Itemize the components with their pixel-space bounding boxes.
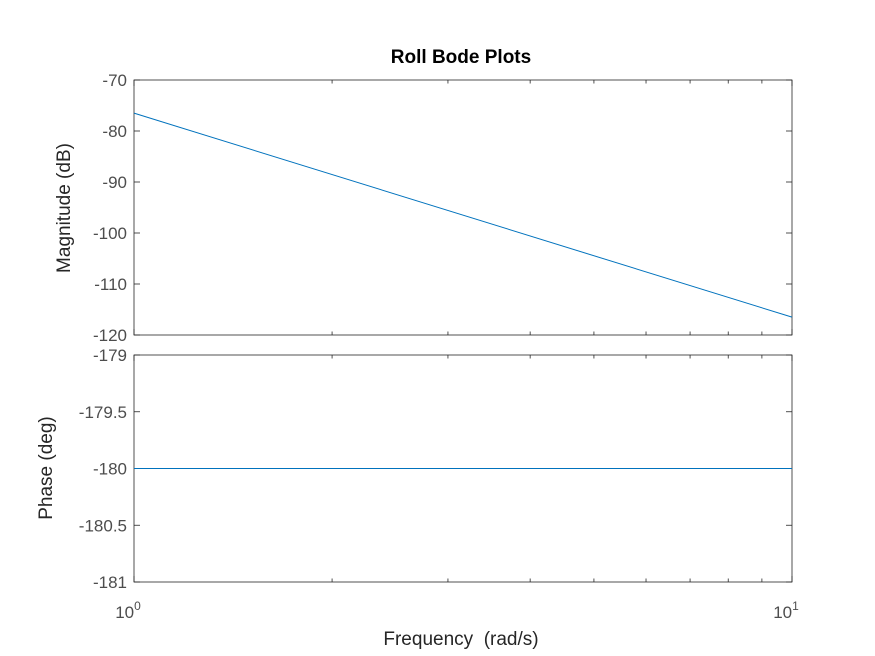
x-tick-label-exponent: 0 [134,599,141,613]
magnitude-y-tick-label: -110 [94,275,127,294]
x-tick-label: 101 [773,599,799,622]
magnitude-subplot: -70 -80 -90 -100 -110 -120 Magnitude (dB) [54,71,793,345]
magnitude-y-axis-label: Magnitude (dB) [54,143,75,273]
magnitude-y-tick-label: -100 [93,224,127,243]
x-axis-label: Frequency (rad/s) [383,629,538,650]
phase-y-tick-label: -181 [93,573,127,592]
x-tick-label-exponent: 1 [792,599,799,613]
magnitude-y-tick-label: -120 [93,326,127,345]
magnitude-y-tick-label: -90 [102,173,127,192]
x-tick-label-base: 10 [115,603,134,622]
phase-y-tick-label: -180.5 [79,516,127,535]
magnitude-axes-frame [133,79,793,336]
phase-subplot: -179 -179.5 -180 -180.5 -181 Phase (deg) [36,346,793,592]
phase-y-tick-label: -180 [93,460,127,479]
phase-y-tick-label: -179.5 [79,403,127,422]
x-tick-label-base: 10 [773,603,792,622]
phase-y-axis-label: Phase (deg) [36,416,57,520]
phase-y-tick-label: -179 [93,346,127,365]
magnitude-y-tick-label: -70 [102,71,127,90]
chart-title: Roll Bode Plots [391,47,531,68]
x-tick-label: 100 [115,599,141,622]
magnitude-series-line [133,112,793,318]
magnitude-y-tick-label: -80 [102,122,127,141]
